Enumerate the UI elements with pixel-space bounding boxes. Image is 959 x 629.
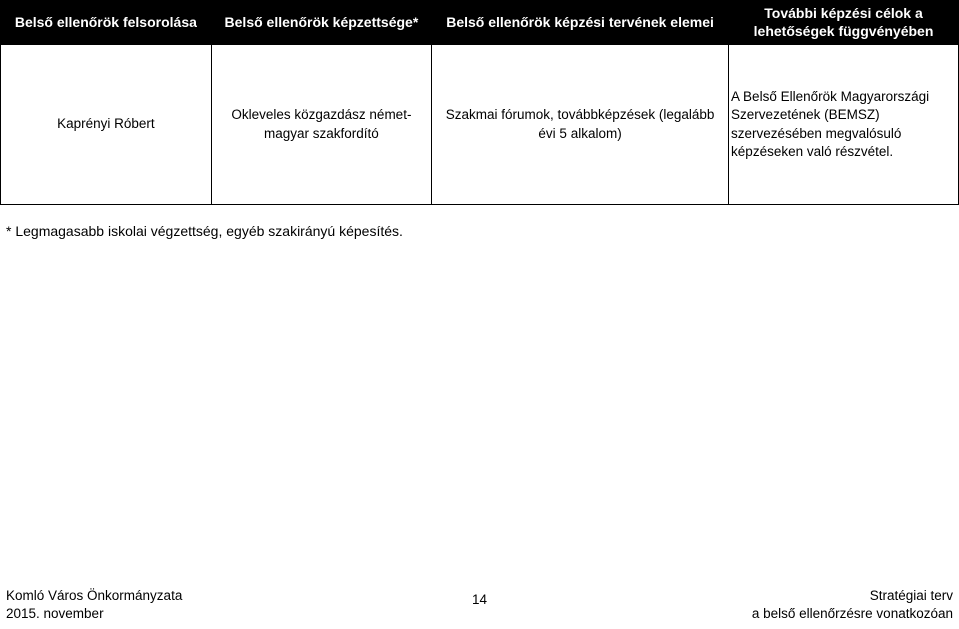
training-table: Belső ellenőrök felsorolása Belső ellenő… (0, 0, 959, 205)
col-header-4: További képzési célok a lehetőségek függ… (729, 1, 959, 45)
footer-title: Stratégiai terv (870, 588, 953, 603)
table-row: Kaprényi Róbert Okleveles közgazdász ném… (1, 45, 959, 205)
table-header-row: Belső ellenőrök felsorolása Belső ellenő… (1, 1, 959, 45)
cell-name: Kaprényi Róbert (1, 45, 212, 205)
footer-right: Stratégiai terv a belső ellenőrzésre von… (752, 587, 953, 623)
cell-qualification: Okleveles közgazdász német-magyar szakfo… (211, 45, 431, 205)
cell-further-goals: A Belső Ellenőrök Magyarországi Szerveze… (729, 45, 959, 205)
col-header-2: Belső ellenőrök képzettsége* (211, 1, 431, 45)
col-header-1: Belső ellenőrök felsorolása (1, 1, 212, 45)
cell-training-elements: Szakmai fórumok, továbbképzések (legaláb… (432, 45, 729, 205)
footnote: * Legmagasabb iskolai végzettség, egyéb … (0, 205, 959, 239)
col-header-3: Belső ellenőrök képzési tervének elemei (432, 1, 729, 45)
footer-subtitle: a belső ellenőrzésre vonatkozóan (752, 606, 953, 621)
